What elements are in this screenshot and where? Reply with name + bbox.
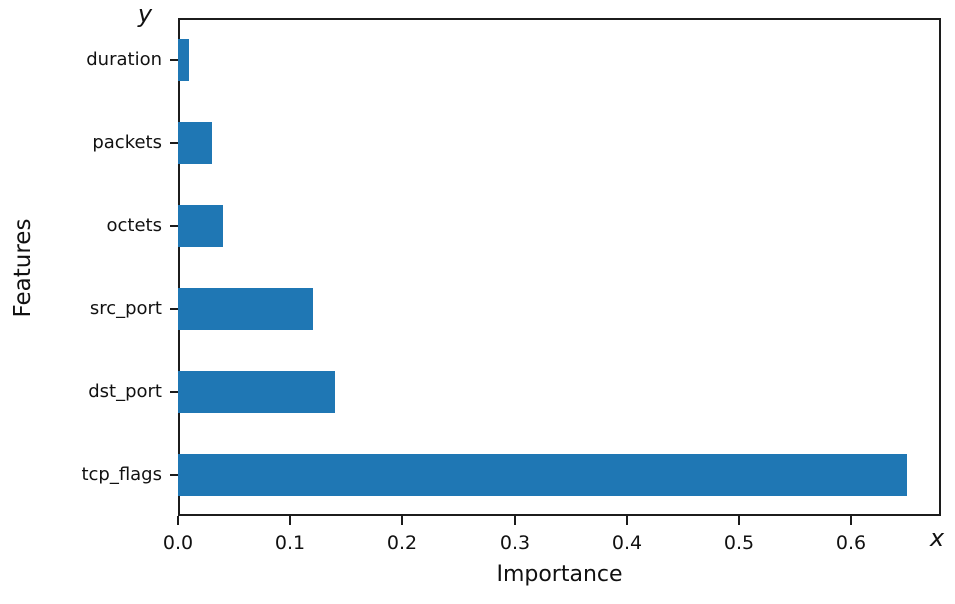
bar-src_port <box>178 288 313 330</box>
bar-tcp_flags <box>178 454 907 496</box>
x-tick-mark <box>289 516 291 525</box>
x-tick-mark <box>738 516 740 525</box>
bar-packets <box>178 122 212 164</box>
plot-area <box>178 18 941 516</box>
x-tick-mark <box>177 516 179 525</box>
x-tick-label-0.3: 0.3 <box>499 532 531 554</box>
x-tick-mark <box>514 516 516 525</box>
y-tick-mark <box>170 59 178 61</box>
y-tick-mark <box>170 225 178 227</box>
bar-duration <box>178 39 189 81</box>
y-tick-label-src_port: src_port <box>89 298 162 319</box>
bar-dst_port <box>178 371 335 413</box>
x-tick-label-0.4: 0.4 <box>611 532 643 554</box>
x-axis-corner-label: x <box>929 524 945 552</box>
y-tick-mark <box>170 391 178 393</box>
x-tick-label-0.5: 0.5 <box>723 532 755 554</box>
y-tick-label-duration: duration <box>86 49 162 70</box>
x-tick-mark <box>626 516 628 525</box>
x-tick-label-0.2: 0.2 <box>386 532 418 554</box>
x-tick-mark <box>850 516 852 525</box>
y-axis-corner-label: y <box>137 0 153 28</box>
x-tick-mark <box>401 516 403 525</box>
x-tick-label-0.1: 0.1 <box>274 532 306 554</box>
y-tick-mark <box>170 308 178 310</box>
y-tick-label-dst_port: dst_port <box>88 381 162 402</box>
x-axis-title: Importance <box>496 562 623 587</box>
y-tick-label-octets: octets <box>106 215 162 236</box>
bar-octets <box>178 205 223 247</box>
y-tick-label-packets: packets <box>92 132 162 153</box>
x-tick-label-0.0: 0.0 <box>162 532 194 554</box>
y-tick-mark <box>170 474 178 476</box>
x-tick-label-0.6: 0.6 <box>835 532 867 554</box>
y-tick-mark <box>170 142 178 144</box>
y-tick-label-tcp_flags: tcp_flags <box>81 464 162 485</box>
